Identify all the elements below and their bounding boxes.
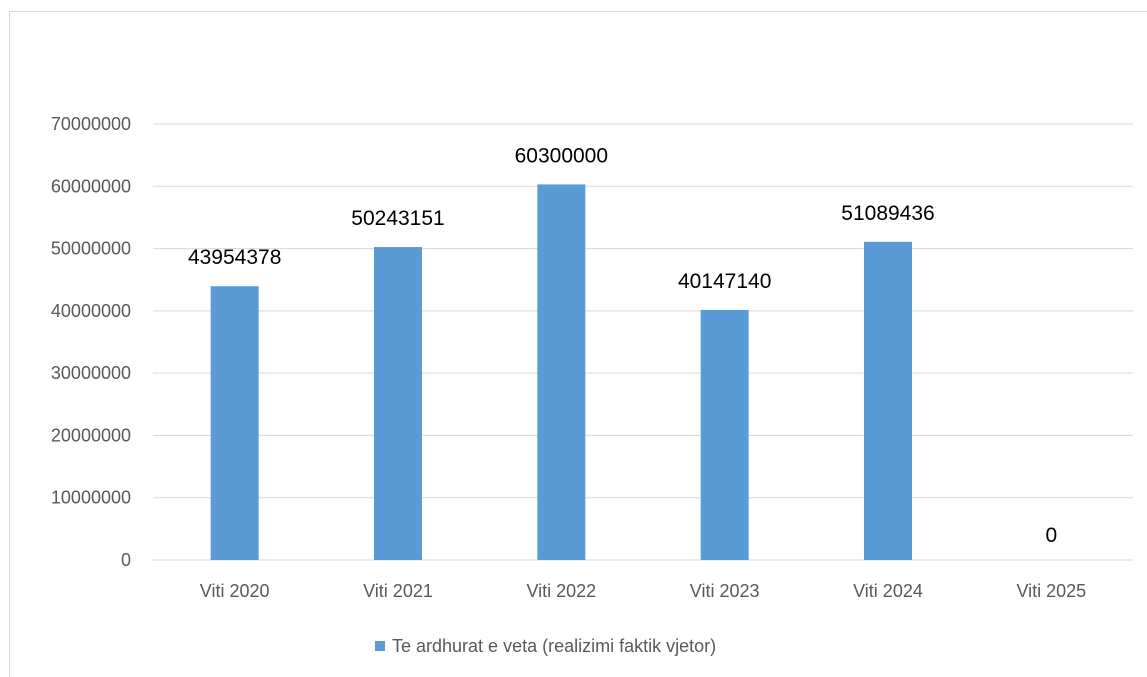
- data-label: 40147140: [678, 270, 771, 293]
- x-tick-label: Viti 2024: [853, 581, 923, 601]
- bar: [700, 309, 749, 560]
- y-tick-label: 60000000: [51, 176, 131, 196]
- data-label: 0: [1045, 524, 1057, 547]
- bars: [210, 184, 912, 560]
- chart-frame: [9, 11, 1147, 677]
- data-labels: 43954378 50243151 60300000 40147140 51089436…: [188, 144, 1057, 547]
- bar: [537, 184, 586, 560]
- bar: [210, 286, 259, 560]
- y-tick-label: 50000000: [51, 239, 131, 259]
- x-tick-label: Viti 2023: [690, 581, 760, 601]
- x-tick-label: Viti 2022: [526, 581, 596, 601]
- data-label: 50243151: [351, 207, 444, 230]
- legend-label: Te ardhurat e veta (realizimi faktik vje…: [392, 636, 716, 656]
- x-axis-tick-labels: Viti 2020 Viti 2021 Viti 2022 Viti 2023 Viti…: [200, 581, 1086, 601]
- x-tick-label: Viti 2021: [363, 581, 433, 601]
- y-tick-label: 10000000: [51, 488, 131, 508]
- bar: [864, 241, 912, 560]
- y-axis-tick-labels: 0 10000000 20000000 30000000 40000000 5000000…: [51, 114, 131, 570]
- data-label: 43954378: [188, 246, 281, 269]
- x-tick-label: Viti 2025: [1016, 581, 1086, 601]
- y-tick-label: 70000000: [51, 114, 131, 134]
- x-tick-label: Viti 2020: [200, 581, 270, 601]
- y-tick-label: 30000000: [51, 363, 131, 383]
- data-label: 60300000: [515, 144, 608, 167]
- legend: Te ardhurat e veta (realizimi faktik vje…: [375, 636, 716, 656]
- gridlines: [153, 123, 1133, 561]
- data-label: 51089436: [841, 202, 934, 225]
- legend-swatch: [375, 641, 385, 651]
- y-tick-label: 20000000: [51, 425, 131, 445]
- y-tick-label: 40000000: [51, 301, 131, 321]
- y-tick-label: 0: [121, 550, 131, 570]
- bar: [374, 247, 422, 560]
